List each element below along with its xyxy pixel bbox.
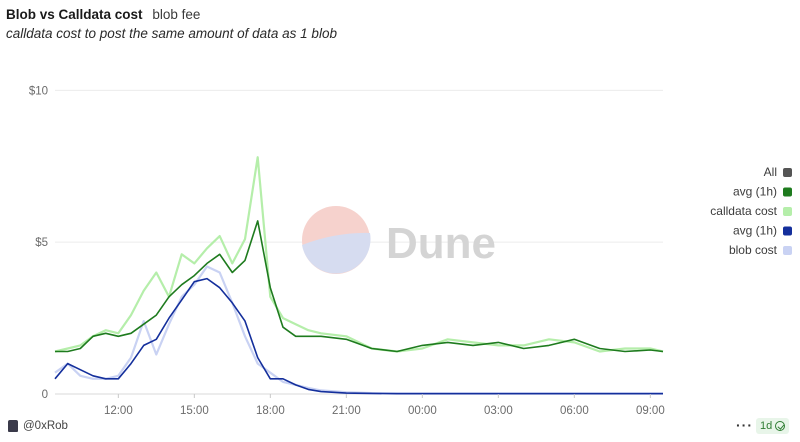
x-axis-ticks: 12:00 15:00 18:00 21:00 00:00 03:00 06:00 09:00 xyxy=(104,394,665,416)
legend-swatch-all[interactable] xyxy=(783,168,792,177)
legend-label-calldata-raw[interactable]: calldata cost xyxy=(710,204,777,218)
legend-swatch-calldata-raw[interactable] xyxy=(783,207,792,216)
x-tick-label: 00:00 xyxy=(408,405,437,416)
refresh-interval-badge[interactable]: 1d xyxy=(756,418,790,434)
x-tick-label: 09:00 xyxy=(636,405,665,416)
legend-swatch-blob-avg[interactable] xyxy=(783,226,792,236)
avatar xyxy=(8,420,18,432)
check-circle-icon xyxy=(775,421,786,431)
refresh-interval-label: 1d xyxy=(760,420,773,432)
series-blob-avg-line[interactable] xyxy=(54,277,663,395)
legend-label-blob-avg[interactable]: avg (1h) xyxy=(733,224,777,238)
y-tick-label: 0 xyxy=(42,389,48,401)
chart-svg: Dune 0 $5 $10 12:00 15:00 18:00 21:00 00:00 03:… xyxy=(29,85,792,416)
chart-description: calldata cost to post the same amount of… xyxy=(6,26,337,41)
legend-swatch-blob-raw[interactable] xyxy=(783,246,792,255)
legend-swatch-calldata-avg[interactable] xyxy=(783,187,792,197)
y-tick-label: $10 xyxy=(29,85,48,97)
chart-title: Blob vs Calldata cost xyxy=(6,7,143,22)
watermark-text: Dune xyxy=(386,219,496,268)
series-calldata-avg-line[interactable] xyxy=(55,220,664,353)
series-layer xyxy=(54,156,664,395)
x-tick-label: 18:00 xyxy=(256,405,285,416)
title-row: Blob vs Calldata cost blob fee xyxy=(6,6,786,24)
legend-label-blob-raw[interactable]: blob cost xyxy=(729,243,778,257)
watermark-logo-bottom xyxy=(302,232,371,274)
visualization-tab[interactable]: blob fee xyxy=(152,7,201,22)
y-axis-ticks: 0 $5 $10 xyxy=(29,85,48,401)
author-name: @0xRob xyxy=(23,420,68,432)
legend: All avg (1h) calldata cost avg (1h) blob cos… xyxy=(710,165,792,257)
legend-label-calldata-avg[interactable]: avg (1h) xyxy=(733,185,777,199)
chart-footer: @0xRob ··· 1d xyxy=(0,416,800,438)
x-tick-label: 12:00 xyxy=(104,405,133,416)
y-tick-label: $5 xyxy=(35,237,48,249)
x-tick-label: 06:00 xyxy=(560,405,589,416)
chart-header: Blob vs Calldata cost blob fee calldata … xyxy=(6,6,786,41)
dune-watermark: Dune xyxy=(302,206,496,274)
legend-label-all[interactable]: All xyxy=(764,165,777,179)
x-tick-label: 21:00 xyxy=(332,405,361,416)
x-tick-label: 15:00 xyxy=(180,405,209,416)
more-options-button[interactable]: ··· xyxy=(736,417,753,433)
author[interactable]: @0xRob xyxy=(8,420,68,432)
x-tick-label: 03:00 xyxy=(484,405,513,416)
